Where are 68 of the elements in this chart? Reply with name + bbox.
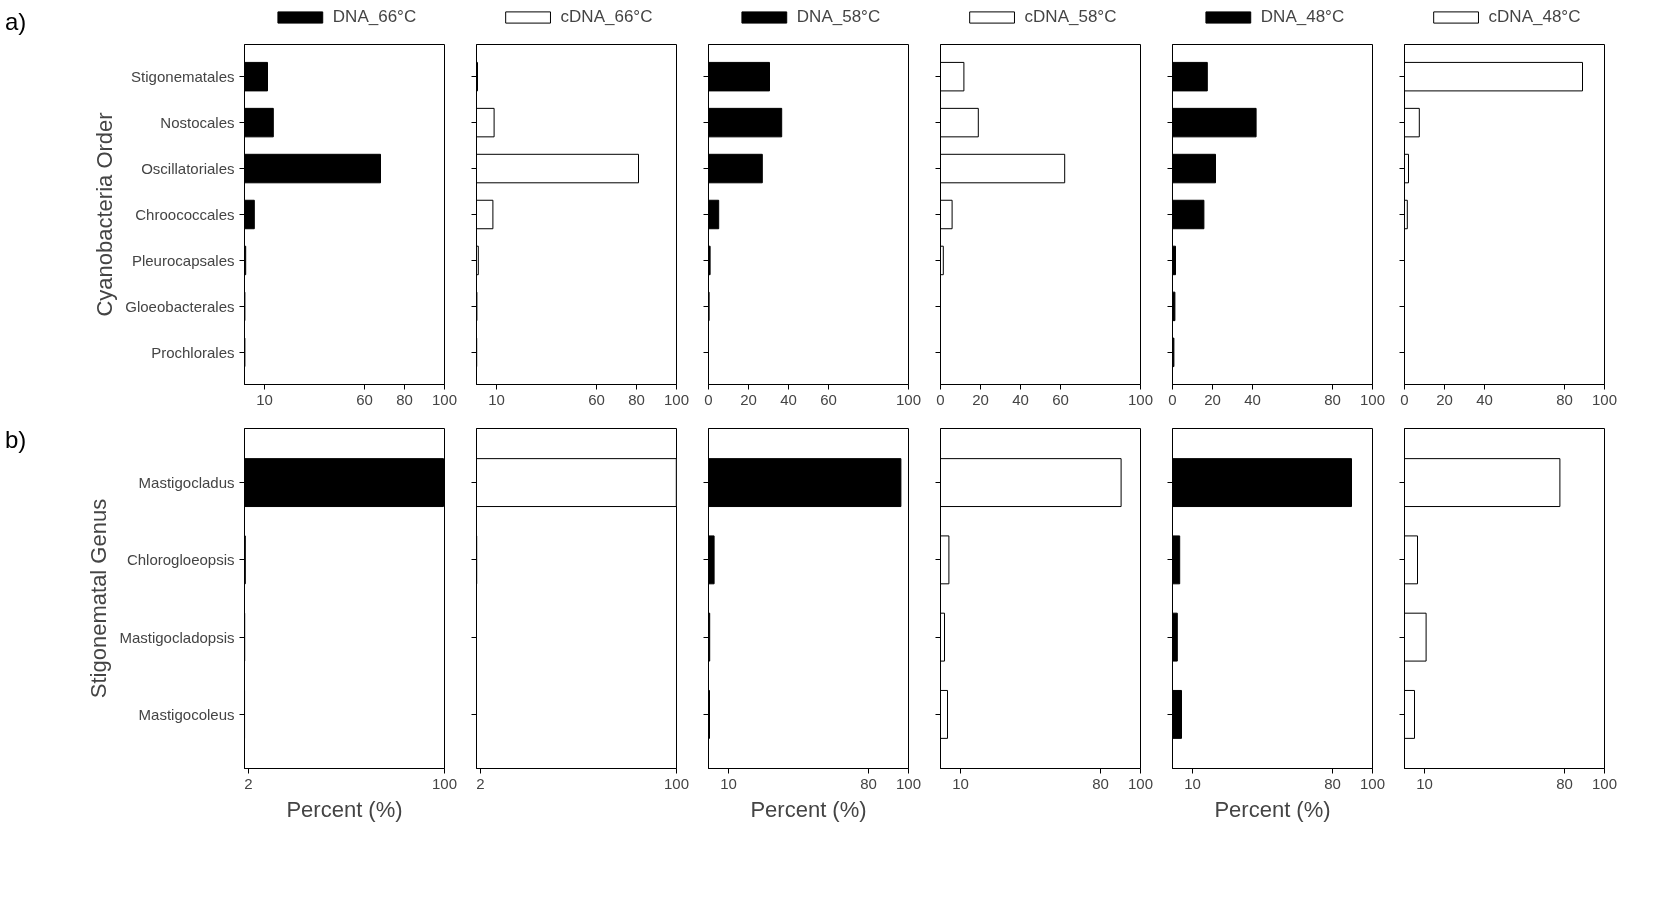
x-tick-label: 100: [1591, 774, 1618, 792]
x-tick-label: 80: [1556, 774, 1573, 792]
x-tick-label: 80: [1556, 390, 1573, 408]
legend-label: cDNA_48°C: [1488, 7, 1581, 27]
x-tick-label: 40: [1012, 390, 1029, 408]
x-tick-label: 0: [936, 390, 945, 408]
x-tick-label: 80: [396, 390, 413, 408]
y-tick-label: Nostocales: [160, 114, 235, 132]
legend-label: cDNA_66°C: [560, 7, 653, 27]
x-tick-label: 2: [476, 774, 485, 792]
x-tick-label: 100: [663, 774, 690, 792]
y-tick-label: Chlorogloeopsis: [126, 551, 235, 569]
x-tick-label: 100: [431, 774, 458, 792]
x-tick-label: 60: [588, 390, 605, 408]
x-tick-label: 80: [860, 774, 877, 792]
y-tick-label: Gloeobacterales: [125, 297, 235, 315]
x-tick-label: 10: [1416, 774, 1433, 792]
x-tick-label: 0: [704, 390, 713, 408]
x-tick-label: 0: [1168, 390, 1177, 408]
y-tick-label: Pleurocapsales: [131, 251, 235, 269]
x-tick-label: 0: [1400, 390, 1409, 408]
x-tick-label: 20: [972, 390, 989, 408]
x-tick-label: 20: [1436, 390, 1453, 408]
y-tick-label: Mastigocoleus: [138, 705, 235, 723]
x-tick-label: 10: [720, 774, 737, 792]
x-tick-label: 10: [1184, 774, 1201, 792]
x-tick-label: 80: [1324, 390, 1341, 408]
x-axis-title: Percent (%): [286, 796, 403, 822]
x-tick-label: 100: [1127, 774, 1154, 792]
x-tick-label: 20: [740, 390, 757, 408]
x-tick-label: 100: [895, 390, 922, 408]
x-axis-title: Percent (%): [750, 796, 867, 822]
x-tick-label: 60: [356, 390, 373, 408]
x-tick-label: 80: [628, 390, 645, 408]
legend-label: DNA_66°C: [332, 7, 417, 27]
y-tick-label: Prochlorales: [151, 343, 235, 361]
text: b): [5, 425, 27, 455]
x-tick-label: 100: [1127, 390, 1154, 408]
y-axis-title: Stigonematal Genus: [86, 498, 112, 699]
y-axis-title: Cyanobacteria Order: [92, 112, 118, 317]
y-tick-label: Mastigocladopsis: [119, 628, 235, 646]
legend-label: cDNA_58°C: [1024, 7, 1117, 27]
x-tick-label: 100: [431, 390, 458, 408]
x-tick-label: 80: [1324, 774, 1341, 792]
y-tick-label: Stigonematales: [131, 68, 235, 86]
x-tick-label: 60: [820, 390, 837, 408]
x-tick-label: 60: [1052, 390, 1069, 408]
x-tick-label: 100: [1359, 774, 1386, 792]
x-tick-label: 100: [663, 390, 690, 408]
x-tick-label: 100: [1591, 390, 1618, 408]
legend-label: DNA_58°C: [796, 7, 881, 27]
x-axis-title: Percent (%): [1214, 796, 1331, 822]
legend-label: DNA_48°C: [1260, 7, 1345, 27]
y-tick-label: Mastigocladus: [138, 474, 235, 492]
x-tick-label: 100: [1359, 390, 1386, 408]
text: a): [5, 7, 27, 37]
x-tick-label: 40: [1244, 390, 1261, 408]
x-tick-label: 10: [488, 390, 505, 408]
x-tick-label: 10: [256, 390, 273, 408]
y-tick-label: Chroococcales: [135, 206, 235, 223]
x-tick-label: 80: [1092, 774, 1109, 792]
x-tick-label: 2: [244, 774, 253, 792]
x-tick-label: 40: [780, 390, 797, 408]
x-tick-label: 20: [1204, 390, 1221, 408]
x-tick-label: 100: [895, 774, 922, 792]
x-tick-label: 40: [1476, 390, 1493, 408]
y-tick-label: Oscillatoriales: [141, 160, 235, 178]
x-tick-label: 10: [952, 774, 969, 792]
